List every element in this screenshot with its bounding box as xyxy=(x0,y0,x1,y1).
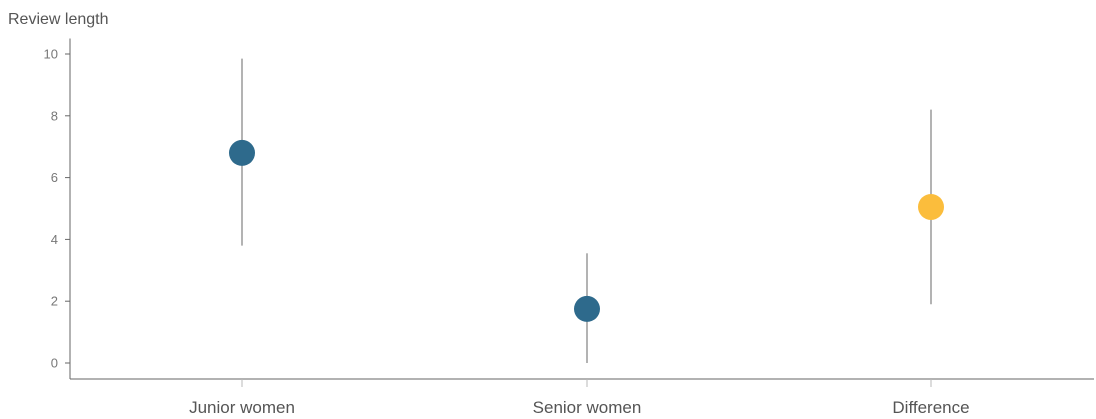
x-tick-label: Junior women xyxy=(189,398,295,417)
y-tick-label: 8 xyxy=(51,108,58,123)
x-axis: Junior women Senior women Difference xyxy=(70,378,1094,417)
y-axis: 0 2 4 6 8 10 xyxy=(44,38,71,379)
y-tick-label: 0 xyxy=(51,356,58,371)
y-tick-label: 4 xyxy=(51,232,58,247)
x-tick-label: Senior women xyxy=(533,398,642,417)
data-marks xyxy=(229,58,944,363)
point-marker xyxy=(229,139,255,166)
y-tick-label: 6 xyxy=(51,170,58,185)
x-tick-label: Difference xyxy=(892,398,969,417)
point-marker xyxy=(918,193,944,220)
point-marker xyxy=(574,295,600,322)
y-tick-label: 10 xyxy=(44,47,58,62)
y-tick-label: 2 xyxy=(51,294,58,309)
y-axis-label: Review length xyxy=(8,11,109,28)
